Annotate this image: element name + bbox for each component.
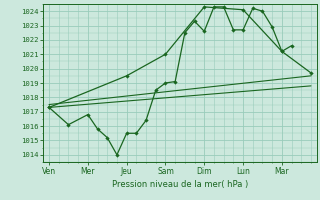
X-axis label: Pression niveau de la mer( hPa ): Pression niveau de la mer( hPa ) — [112, 180, 248, 189]
